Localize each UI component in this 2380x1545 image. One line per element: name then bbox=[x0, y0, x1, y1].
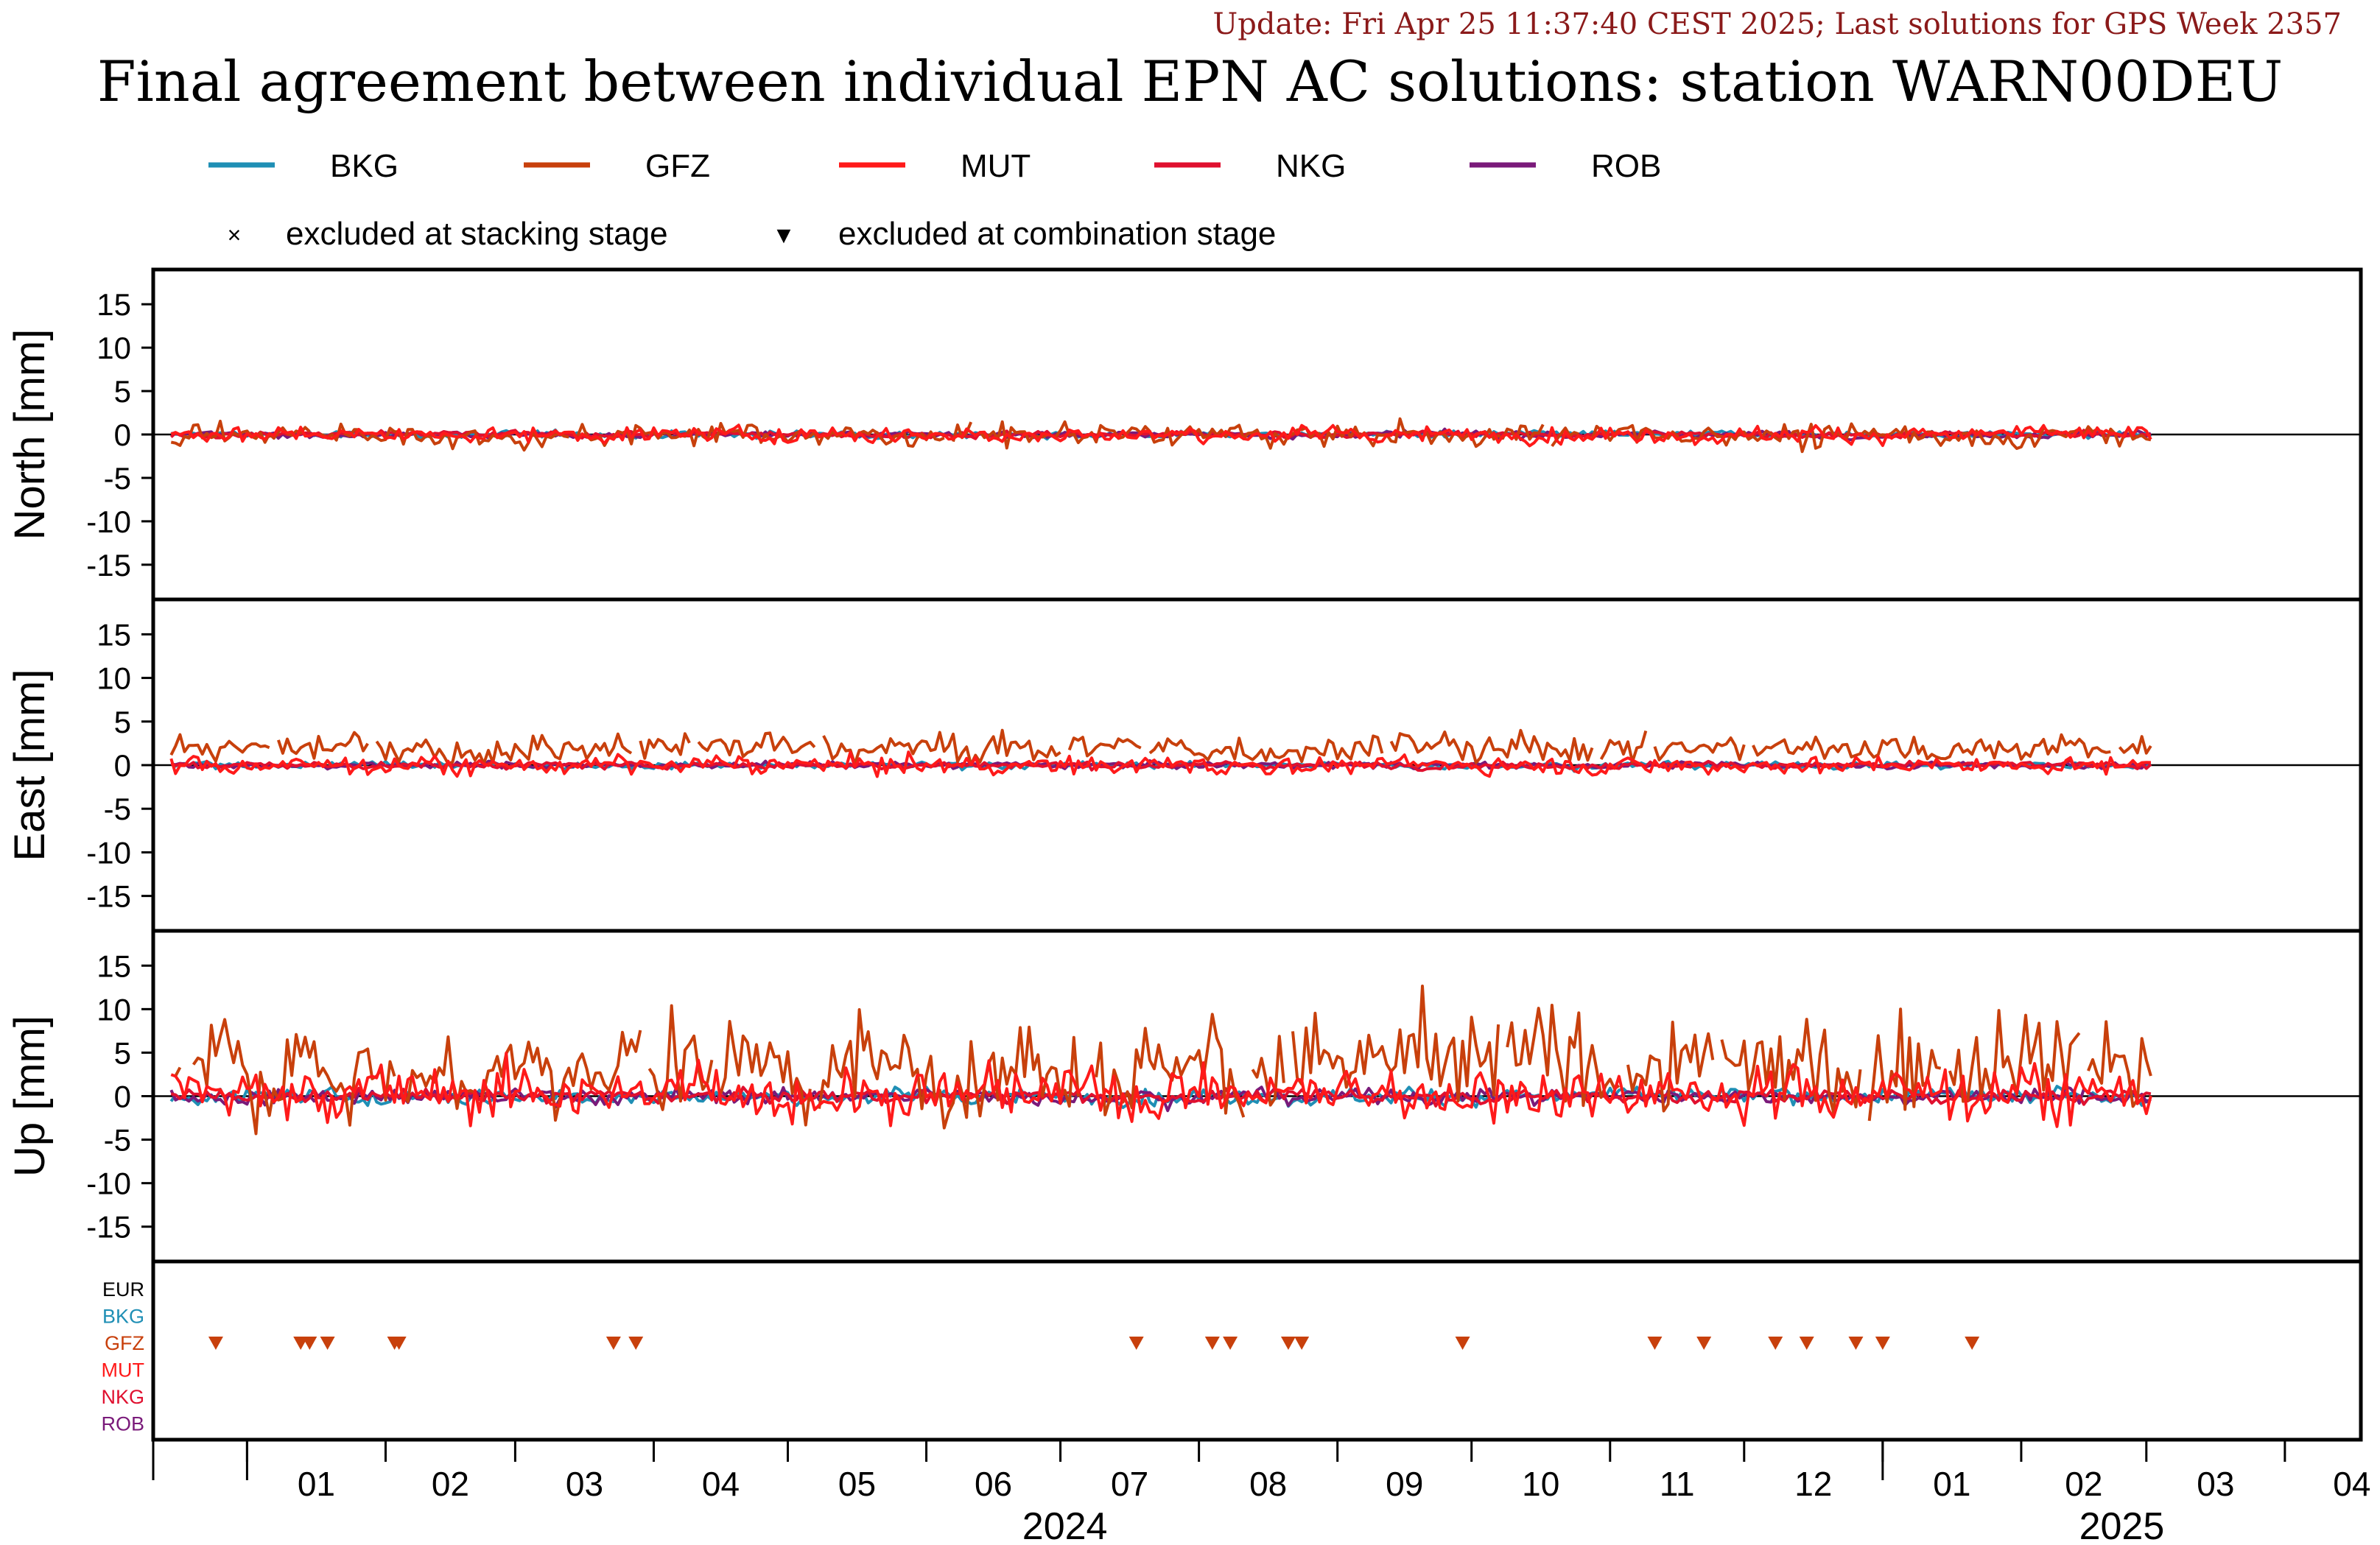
exclusion-marker-gfz bbox=[628, 1337, 644, 1350]
exclusion-panel: EUR BKG GFZ MUT NKG ROB bbox=[101, 1259, 2363, 1442]
y-tick-label: -15 bbox=[86, 879, 131, 914]
exclusion-row-label-eur: EUR bbox=[102, 1278, 144, 1301]
y-tick-label: 15 bbox=[96, 287, 131, 322]
y-tick-label: 10 bbox=[96, 331, 131, 365]
x-tick-label: 02 bbox=[432, 1465, 469, 1503]
x-tick-label: 10 bbox=[1522, 1465, 1559, 1503]
x-tick-label: 02 bbox=[2065, 1465, 2102, 1503]
legend-marker-symbol: ▼ bbox=[772, 222, 796, 248]
series-line-mut bbox=[170, 423, 2152, 448]
year-label: 2024 bbox=[1022, 1505, 1108, 1545]
exclusion-marker-gfz bbox=[1128, 1337, 1144, 1350]
x-tick-label: 04 bbox=[702, 1465, 740, 1503]
series-line-mut bbox=[169, 750, 2151, 778]
y-tick-label: 15 bbox=[96, 949, 131, 983]
x-tick-label: 01 bbox=[1933, 1465, 1970, 1503]
y-tick-label: 0 bbox=[114, 1080, 131, 1114]
y-tick-label: 5 bbox=[114, 374, 131, 409]
exclusion-marker-gfz bbox=[1768, 1337, 1783, 1350]
x-tick-label: 11 bbox=[1660, 1465, 1695, 1503]
time-axis: 01 02 03 04 05 06 07 08 09 10 11 12 01 02 03 04 2024 2025 bbox=[152, 1440, 2370, 1545]
x-tick-label: 01 bbox=[298, 1465, 335, 1503]
exclusion-marker-gfz bbox=[391, 1337, 407, 1350]
panel-up: 15 10 5 0 -5 -10 -15 Up [mm] bbox=[6, 929, 2363, 1264]
exclusion-marker-gfz bbox=[1223, 1337, 1238, 1350]
legend-label-mut: MUT bbox=[961, 148, 1031, 184]
legend-label-nkg: NKG bbox=[1276, 148, 1346, 184]
exclusion-row-label-bkg: BKG bbox=[102, 1306, 144, 1328]
y-tick-label: -5 bbox=[104, 461, 131, 496]
exclusion-marker-gfz bbox=[208, 1337, 223, 1350]
exclusion-marker-gfz bbox=[1696, 1337, 1712, 1350]
y-axis-label: Up [mm] bbox=[6, 1016, 54, 1177]
y-tick-label: 15 bbox=[96, 617, 131, 652]
exclusion-marker-gfz bbox=[1294, 1337, 1310, 1350]
y-tick-label: -10 bbox=[86, 1166, 131, 1201]
exclusion-frame bbox=[151, 1259, 2363, 1442]
exclusion-marker-gfz bbox=[1204, 1337, 1220, 1350]
exclusion-marker-gfz bbox=[1455, 1337, 1470, 1350]
x-tick-label: 04 bbox=[2333, 1465, 2370, 1503]
x-tick-label: 03 bbox=[566, 1465, 603, 1503]
series-line-mut bbox=[170, 1052, 2152, 1128]
x-tick-label: 03 bbox=[2197, 1465, 2234, 1503]
exclusion-marker-gfz bbox=[1799, 1337, 1814, 1350]
exclusion-marker-gfz bbox=[302, 1337, 317, 1350]
y-tick-label: 5 bbox=[114, 705, 131, 739]
exclusion-marker-gfz bbox=[1965, 1337, 1980, 1350]
x-tick-label: 08 bbox=[1249, 1465, 1287, 1503]
x-tick-label: 12 bbox=[1794, 1465, 1832, 1503]
exclusion-row-label-gfz: GFZ bbox=[105, 1332, 144, 1354]
y-axis-label: North [mm] bbox=[6, 329, 54, 541]
y-tick-label: 0 bbox=[114, 748, 131, 783]
x-tick-label: 05 bbox=[838, 1465, 876, 1503]
series-line-nkg bbox=[169, 429, 2151, 440]
update-timestamp: Update: Fri Apr 25 11:37:40 CEST 2025; L… bbox=[1212, 7, 2342, 41]
chart-title: Final agreement between individual EPN A… bbox=[96, 49, 2284, 114]
exclusion-marker-gfz bbox=[1875, 1337, 1890, 1350]
y-tick-label: -10 bbox=[86, 835, 131, 870]
y-axis-label: East [mm] bbox=[6, 669, 54, 861]
exclusion-row-label-nkg: NKG bbox=[101, 1386, 144, 1408]
exclusion-marker-gfz bbox=[605, 1337, 621, 1350]
exclusion-marker-gfz bbox=[1848, 1337, 1864, 1350]
legend-label-rob: ROB bbox=[1591, 148, 1661, 184]
legend: BKG GFZ MUT NKG ROB × excluded at stacking sta… bbox=[208, 148, 1661, 252]
y-tick-label: -10 bbox=[86, 504, 131, 539]
year-label: 2025 bbox=[2079, 1505, 2165, 1545]
chart-panels: 15 10 5 0 -5 -10 -15 North [mm] 15 10 5 0 -5 -10 -15 Ea… bbox=[6, 267, 2363, 1264]
x-tick-label: 07 bbox=[1111, 1465, 1148, 1503]
y-tick-label: -15 bbox=[86, 1210, 131, 1245]
y-tick-label: -5 bbox=[104, 1123, 131, 1158]
legend-label-bkg: BKG bbox=[330, 148, 399, 184]
series-line-gfz bbox=[169, 728, 2152, 767]
y-tick-label: 5 bbox=[114, 1035, 131, 1070]
legend-marker-label: excluded at combination stage bbox=[838, 216, 1276, 252]
y-tick-label: 10 bbox=[96, 992, 131, 1027]
y-tick-label: -15 bbox=[86, 548, 131, 583]
legend-marker-label: excluded at stacking stage bbox=[286, 216, 668, 252]
exclusion-marker-gfz bbox=[1647, 1337, 1663, 1350]
y-tick-label: 0 bbox=[114, 418, 131, 452]
exclusion-marker-gfz bbox=[1280, 1337, 1296, 1350]
x-tick-label: 09 bbox=[1386, 1465, 1423, 1503]
exclusion-row-label-mut: MUT bbox=[102, 1359, 144, 1382]
legend-marker-symbol: × bbox=[228, 222, 242, 248]
panel-north: 15 10 5 0 -5 -10 -15 North [mm] bbox=[6, 267, 2363, 602]
x-tick-label: 06 bbox=[975, 1465, 1012, 1503]
y-tick-label: 10 bbox=[96, 661, 131, 696]
exclusion-marker-gfz bbox=[320, 1337, 335, 1350]
y-tick-label: -5 bbox=[104, 792, 131, 826]
panel-east: 15 10 5 0 -5 -10 -15 East [mm] bbox=[6, 597, 2363, 933]
legend-label-gfz: GFZ bbox=[645, 148, 710, 184]
exclusion-row-label-rob: ROB bbox=[101, 1413, 144, 1435]
